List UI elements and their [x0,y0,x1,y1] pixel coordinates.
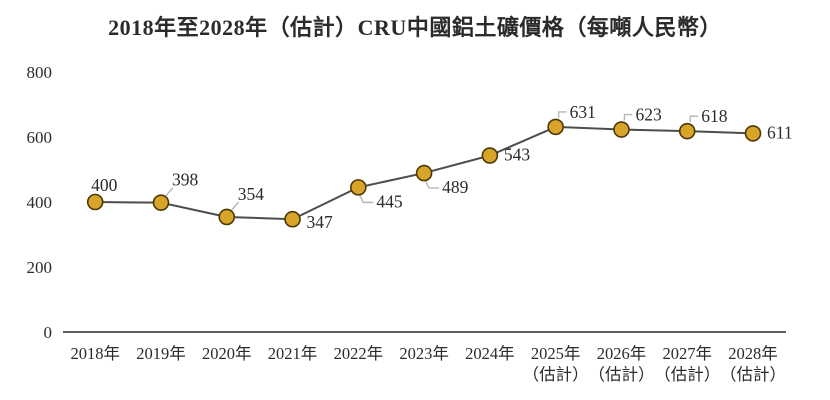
leader-line [231,201,240,211]
leader-line [623,113,633,121]
data-point-label: 611 [767,122,793,142]
x-tick-sublabel: （估計） [588,365,654,384]
x-tick-sublabel: （估計） [654,365,720,384]
x-tick-label: 2018年 [70,344,120,363]
leader-line [424,179,440,189]
x-tick-label: 2019年 [136,344,186,363]
y-tick-label: 400 [27,193,53,212]
x-tick-label: 2020年 [202,344,252,363]
data-point-label: 354 [238,184,265,204]
leader-line [165,187,174,197]
data-point [481,147,499,164]
x-tick-label: 2026年 [597,344,647,363]
data-point [152,194,170,211]
data-point-label: 445 [376,191,403,211]
x-tick-label: 2023年 [399,344,449,363]
data-point-label: 623 [635,105,662,125]
data-point [415,164,433,182]
data-point-label: 543 [504,145,531,165]
leader-line [689,115,699,123]
x-tick-label: 2028年 [728,344,778,363]
y-tick-label: 200 [27,258,53,277]
data-point [86,193,104,211]
data-point [284,210,301,228]
x-tick-label: 2025年 [531,344,581,363]
leader-line [557,111,567,118]
data-point-label: 631 [570,102,596,122]
leader-line [358,194,374,204]
data-point-label: 489 [442,177,469,197]
data-point-label: 347 [307,212,334,232]
data-point [613,121,630,138]
x-tick-sublabel: （估計） [523,365,589,384]
data-point [678,122,696,140]
data-point [350,179,367,196]
x-tick-label: 2027年 [662,344,712,363]
x-tick-label: 2024年 [465,344,515,363]
data-point-label: 398 [172,170,199,190]
y-tick-label: 600 [27,128,53,147]
data-point-label: 618 [701,106,728,126]
x-tick-label: 2022年 [334,344,384,363]
y-tick-label: 0 [44,323,53,342]
data-point [218,208,236,226]
data-point-label: 400 [91,175,118,195]
y-tick-label: 800 [27,63,53,82]
x-tick-label: 2021年 [268,344,318,363]
chart-title: 2018年至2028年（估計）CRU中國鋁土礦價格（每噸人民幣） [108,15,722,40]
data-point [547,118,564,136]
x-tick-sublabel: （估計） [720,365,786,384]
data-point [744,125,762,142]
